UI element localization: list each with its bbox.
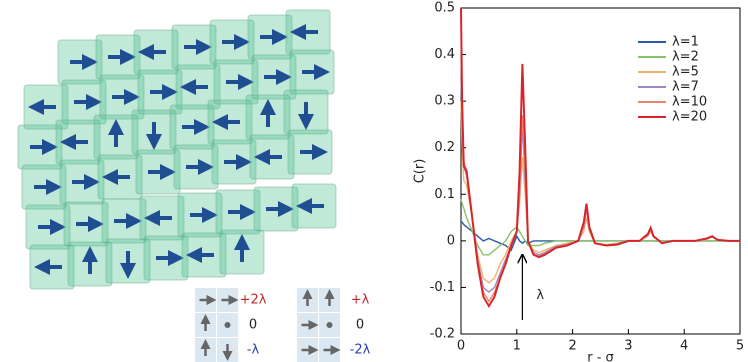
x-tick-label: 5	[736, 339, 744, 354]
cube-lattice	[17, 9, 337, 290]
energy-label: 0	[356, 318, 364, 333]
y-tick-label: -0.1	[430, 280, 455, 295]
energy-table: +2λ 0 -λ +λ 0 -2λ	[195, 288, 371, 362]
y-tick-label: 0.4	[434, 47, 455, 62]
legend-label: λ=5	[672, 65, 699, 80]
legend-label: λ=20	[672, 110, 707, 125]
vacancy-dot	[224, 322, 231, 328]
x-tick-label: 2	[568, 339, 576, 354]
legend-label: λ=7	[672, 80, 699, 95]
x-tick-label: 0	[457, 339, 465, 354]
energy-label: -2λ	[350, 343, 371, 358]
x-tick-label: 4	[680, 339, 688, 354]
annotation-label: λ	[536, 288, 544, 303]
series-line	[460, 198, 740, 256]
energy-label: +2λ	[240, 293, 267, 308]
vacancy-dot	[326, 322, 333, 328]
y-axis-label: C(r)	[413, 159, 428, 184]
y-tick-label: 0.1	[434, 187, 455, 202]
legend-label: λ=1	[672, 35, 699, 50]
x-tick-label: 1	[513, 339, 521, 354]
y-tick-label: 0	[447, 233, 455, 248]
energy-label: +λ	[351, 293, 370, 308]
y-tick-label: 0.2	[434, 140, 455, 155]
series-line	[460, 101, 740, 284]
series-line	[460, 7, 740, 309]
chart: -0.2 -0.1 0 0.1 0.2 0.3 0.4 0.5 0 1 2 3 4 5 r - σ C(r) λ…	[413, 1, 745, 362]
x-axis-label: r - σ	[587, 351, 614, 362]
y-tick-label: 0.5	[434, 1, 455, 16]
y-tick-label: -0.2	[430, 327, 455, 342]
energy-label: 0	[249, 318, 257, 333]
y-tick-label: 0.3	[434, 94, 455, 109]
legend-label: λ=2	[672, 50, 699, 65]
x-tick-label: 3	[624, 339, 632, 354]
legend-label: λ=10	[672, 95, 707, 110]
energy-label: -λ	[247, 343, 260, 358]
plot-frame	[460, 7, 741, 335]
series-line	[461, 221, 740, 252]
